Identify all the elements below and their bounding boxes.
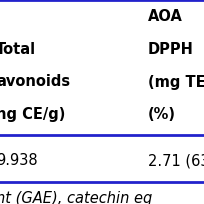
Text: AOA: AOA bbox=[147, 9, 182, 24]
Text: 9.938: 9.938 bbox=[0, 153, 37, 168]
Text: nt (GAE), catechin eq: nt (GAE), catechin eq bbox=[0, 190, 151, 204]
Text: (mg TE,: (mg TE, bbox=[147, 74, 204, 89]
Text: 2.71 (63: 2.71 (63 bbox=[147, 153, 204, 168]
Text: Total: Total bbox=[0, 41, 36, 57]
Text: avonoids: avonoids bbox=[0, 74, 70, 89]
Text: DPPH: DPPH bbox=[147, 41, 193, 57]
Text: ng CE/g): ng CE/g) bbox=[0, 107, 65, 122]
Text: (%): (%) bbox=[147, 107, 175, 122]
